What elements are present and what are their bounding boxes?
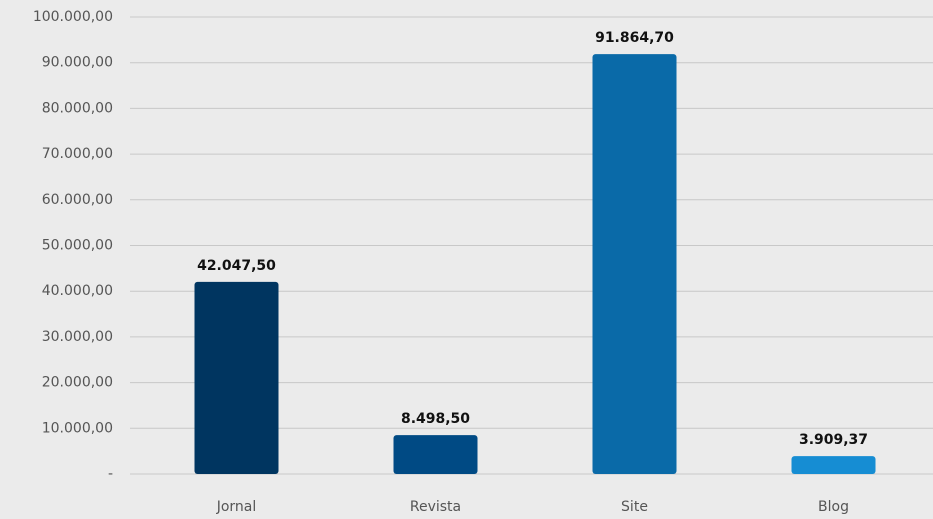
bar <box>194 281 279 474</box>
y-tick-label: 60.000,00 <box>42 192 113 208</box>
x-tick-label: Blog <box>818 499 849 515</box>
y-tick-label: 70.000,00 <box>42 146 113 162</box>
y-tick-label: 30.000,00 <box>42 329 113 345</box>
data-label: 42.047,50 <box>197 258 276 274</box>
y-tick-label: 50.000,00 <box>42 238 113 254</box>
data-label: 8.498,50 <box>401 411 470 427</box>
y-tick-label: 10.000,00 <box>42 420 113 436</box>
bar <box>592 54 677 475</box>
y-tick-label: 90.000,00 <box>42 55 113 71</box>
y-tick-label: 40.000,00 <box>42 283 113 299</box>
x-tick-label: Revista <box>410 499 461 515</box>
bar <box>791 456 876 474</box>
bar <box>393 435 478 474</box>
y-tick-label: 20.000,00 <box>42 375 113 391</box>
data-label: 91.864,70 <box>595 30 674 46</box>
x-tick-label: Jornal <box>216 499 257 515</box>
y-tick-label: - <box>108 466 113 482</box>
y-tick-label: 80.000,00 <box>42 100 113 116</box>
data-label: 3.909,37 <box>799 432 868 448</box>
x-tick-label: Site <box>621 499 648 515</box>
y-tick-label: 100.000,00 <box>33 9 113 25</box>
